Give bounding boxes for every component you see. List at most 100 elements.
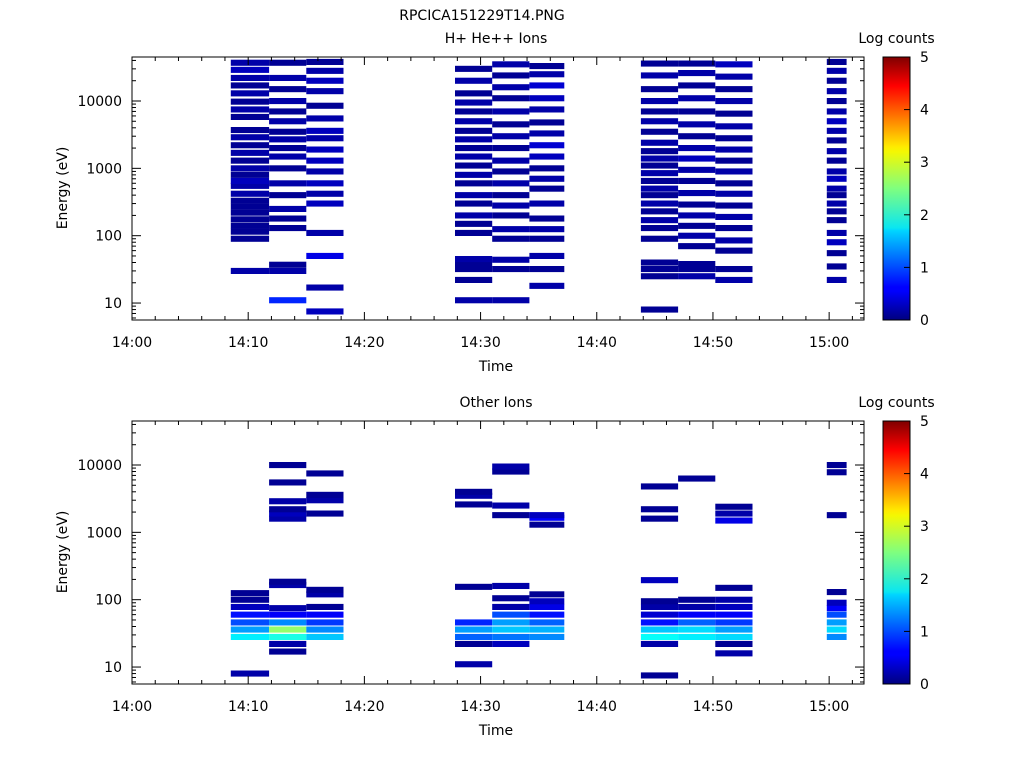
heatmap-cell [306, 88, 344, 95]
heatmap-cell [492, 168, 530, 175]
heatmap-cell [269, 626, 307, 633]
heatmap-cell [306, 252, 344, 259]
colorbar-tick-label: 5 [920, 414, 929, 430]
heatmap-cell [640, 155, 679, 162]
heatmap-cell [306, 157, 344, 164]
heatmap-cell [715, 123, 753, 130]
heatmap-cell [455, 212, 493, 219]
heatmap-cell [306, 603, 344, 610]
heatmap-cell [269, 640, 307, 647]
heatmap-cell [306, 591, 344, 598]
heatmap-cell [826, 263, 847, 270]
colorbar-tick-label: 1 [920, 260, 929, 276]
heatmap-cell [826, 200, 847, 207]
heatmap-cell [640, 577, 679, 584]
x-axis: 14:00 14:10 14:20 14:30 14:40 14:50 15:00 [112, 421, 853, 715]
heatmap-cell [826, 168, 847, 175]
heatmap-cell [492, 180, 530, 187]
heatmap-cell [455, 136, 493, 143]
x-tick-label: 14:20 [344, 335, 384, 351]
heatmap-cell [715, 237, 753, 244]
colorbar: Log counts 0 1 2 3 4 5 [858, 395, 934, 693]
heatmap-cell [640, 170, 679, 177]
heatmap-cell [715, 213, 753, 220]
heatmap-cell [715, 202, 753, 209]
heatmap-cell [640, 598, 679, 605]
x-tick-label: 14:30 [460, 335, 500, 351]
heatmap-cell [640, 118, 679, 125]
heatmap-cell [826, 229, 847, 236]
heatmap-cell [826, 98, 847, 105]
heatmap-cell [678, 155, 716, 162]
heatmap-cell [492, 502, 530, 509]
heatmap-cell [826, 599, 847, 606]
heatmap-cell [455, 77, 493, 84]
heatmap-cell [269, 192, 307, 199]
x-tick-label: 14:30 [460, 699, 500, 715]
heatmap-cell [640, 273, 679, 280]
heatmap-cell [826, 512, 847, 519]
heatmap-cell [269, 145, 307, 152]
heatmap-cell [455, 501, 493, 508]
heatmap-cell [230, 157, 270, 164]
heatmap-cell [306, 229, 344, 236]
heatmap-cell [455, 488, 493, 495]
heatmap-cells [230, 58, 847, 315]
colorbar-tick-label: 4 [920, 103, 929, 119]
heatmap-cell [492, 468, 530, 475]
heatmap-cell [678, 177, 716, 184]
heatmap-cell [306, 491, 344, 498]
heatmap-cell [269, 108, 307, 115]
heatmap-cell [269, 297, 307, 304]
heatmap-cell [269, 98, 307, 105]
heatmap-cell [269, 510, 307, 517]
heatmap-cell [455, 583, 493, 590]
heatmap-cell [826, 626, 847, 633]
heatmap-cell [455, 127, 493, 134]
heatmap-cells [230, 462, 847, 679]
x-tick-label: 14:40 [577, 335, 617, 351]
heatmap-cell [715, 98, 753, 105]
heatmap-cell [678, 82, 716, 89]
y-axis: 10 100 1000 10000 [77, 423, 864, 683]
heatmap-cell [529, 282, 565, 289]
heatmap-cell [230, 98, 270, 105]
heatmap-cell [678, 619, 716, 626]
heatmap-cell [529, 119, 565, 126]
heatmap-cell [715, 633, 753, 640]
heatmap-cell [269, 515, 307, 522]
heatmap-cell [640, 192, 679, 199]
heatmap-cell [269, 118, 307, 125]
heatmap-cell [640, 148, 679, 155]
heatmap-cell [269, 479, 307, 486]
colorbar-gradient [882, 56, 911, 321]
heatmap-cell [306, 127, 344, 134]
heatmap-cell [492, 95, 530, 102]
heatmap-cell [230, 670, 270, 677]
heatmap-cell [269, 648, 307, 655]
heatmap-cell [826, 67, 847, 74]
heatmap-cell [678, 603, 716, 610]
heatmap-cell [230, 90, 270, 97]
heatmap-cell [306, 308, 344, 315]
heatmap-cell [529, 626, 565, 633]
heatmap-cell [678, 60, 716, 67]
heatmap-cell [269, 578, 307, 585]
heatmap-cell [269, 165, 307, 172]
heatmap-cell [826, 77, 847, 84]
heatmap-cell [715, 73, 753, 80]
x-tick-label: 15:00 [809, 335, 849, 351]
heatmap-cell [826, 208, 847, 215]
heatmap-cell [826, 619, 847, 626]
heatmap-cell [230, 106, 270, 113]
heatmap-cell [640, 603, 679, 610]
heatmap-cell [492, 626, 530, 633]
heatmap-cell [678, 166, 716, 173]
heatmap-cell [640, 162, 679, 169]
heatmap-cell [826, 58, 847, 65]
heatmap-cell [455, 180, 493, 187]
heatmap-cell [269, 215, 307, 222]
heatmap-cell [715, 247, 753, 254]
heatmap-cell [826, 137, 847, 144]
heatmap-cell [640, 633, 679, 640]
